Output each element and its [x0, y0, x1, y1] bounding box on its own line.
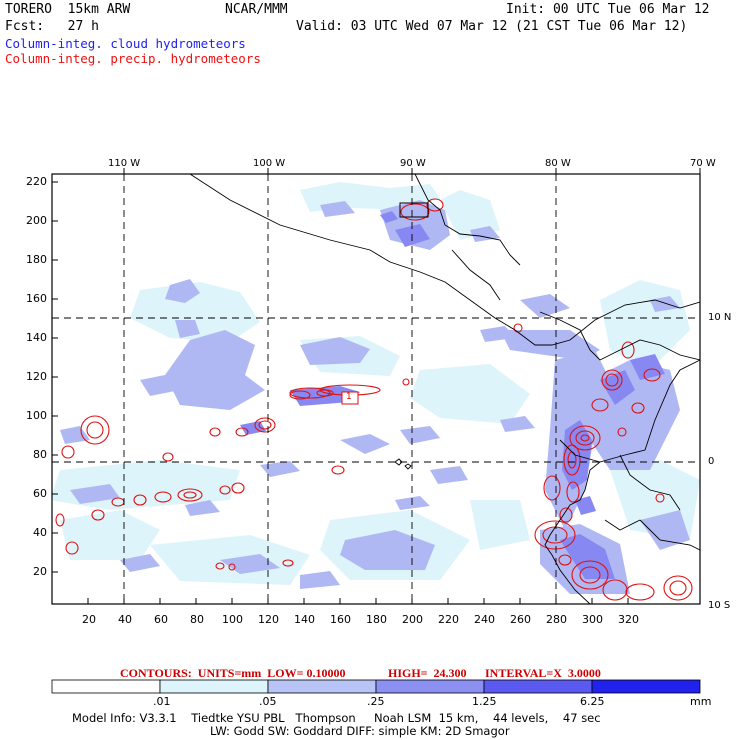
bottom-axis-label: 80 [190, 613, 204, 626]
contour-high: HIGH= 24.300 [388, 666, 467, 680]
bottom-axis-label: 160 [330, 613, 351, 626]
model-title: TORERO 15km ARW [5, 2, 131, 17]
forecast-hour: Fcst: 27 h [5, 19, 99, 34]
lon-label-80w: 80 W [545, 158, 571, 169]
colorbar-label: 1.25 [472, 695, 497, 708]
colorbar-unit: mm [690, 695, 712, 708]
bottom-axis-label: 200 [402, 613, 423, 626]
bottom-axis-label: 260 [510, 613, 531, 626]
org-label: NCAR/MMM [225, 2, 288, 17]
left-axis-label: 160 [26, 292, 47, 305]
bottom-axis-label: 40 [118, 613, 132, 626]
left-axis-label: 180 [26, 253, 47, 266]
left-axis-label: 200 [26, 214, 47, 227]
coastlines [189, 174, 700, 604]
precip-contours [55, 198, 693, 601]
left-axis-label: 80 [33, 448, 47, 461]
lat-label-10s: 10 S [708, 600, 731, 611]
lat-label-0: 0 [708, 456, 715, 467]
valid-time: Valid: 03 UTC Wed 07 Mar 12 (21 CST Tue … [296, 19, 688, 34]
bottom-axis-label: 20 [82, 613, 96, 626]
bottom-axis-label: 240 [474, 613, 495, 626]
model-info-line2: LW: Godd SW: Goddard DIFF: simple KM: 2D… [210, 724, 510, 738]
bottom-axis-label: 220 [438, 613, 459, 626]
init-time: Init: 00 UTC Tue 06 Mar 12 [506, 2, 710, 17]
left-axis-label: 40 [33, 526, 47, 539]
left-axis-label: 120 [26, 370, 47, 383]
bottom-axis-label: 320 [618, 613, 639, 626]
colorbar-label: 6.25 [580, 695, 605, 708]
lon-label-100w: 100 W [253, 158, 286, 169]
colorbar-label: .25 [367, 695, 385, 708]
precip-legend: Column-integ. precip. hydrometeors [5, 51, 261, 66]
left-axis-label: 60 [33, 487, 47, 500]
model-info-line1: Model Info: V3.3.1 Tiedtke YSU PBL Thomp… [72, 711, 601, 725]
bottom-axis-label: 120 [258, 613, 279, 626]
contour-units: CONTOURS: UNITS=mm LOW= 0.10000 [120, 666, 346, 680]
cloud-field [52, 174, 700, 604]
cloud-legend: Column-integ. cloud hydrometeors [5, 36, 246, 51]
bottom-ticks [87, 598, 629, 604]
left-axis-label: 100 [26, 409, 47, 422]
lon-label-70w: 70 W [690, 158, 716, 169]
colorbar [51, 679, 701, 694]
colorbar-label: .01 [153, 695, 171, 708]
left-ticks [52, 181, 58, 573]
bottom-axis-label: 280 [546, 613, 567, 626]
bottom-axis-label: 300 [582, 613, 603, 626]
lat-label-10n: 10 N [708, 312, 732, 323]
left-axis-label: 140 [26, 331, 47, 344]
bottom-axis-label: 180 [366, 613, 387, 626]
lon-label-110w: 110 W [108, 158, 141, 169]
left-axis-label: 20 [33, 565, 47, 578]
bottom-axis-label: 60 [154, 613, 168, 626]
bottom-axis-label: 140 [294, 613, 315, 626]
colorbar-label: .05 [259, 695, 277, 708]
box-label: 1 [346, 392, 352, 402]
left-axis-label: 220 [26, 175, 47, 188]
contour-interval: INTERVAL=X 3.0000 [485, 666, 601, 680]
lon-label-90w: 90 W [400, 158, 426, 169]
graticule [52, 174, 700, 604]
bottom-axis-label: 100 [222, 613, 243, 626]
